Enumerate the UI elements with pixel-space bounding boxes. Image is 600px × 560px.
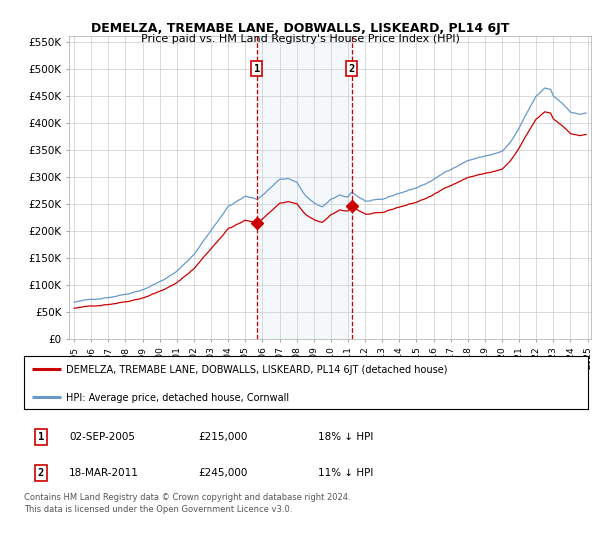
Text: £215,000: £215,000 xyxy=(198,432,247,442)
Text: DEMELZA, TREMABE LANE, DOBWALLS, LISKEARD, PL14 6JT (detached house): DEMELZA, TREMABE LANE, DOBWALLS, LISKEAR… xyxy=(66,365,448,375)
Text: DEMELZA, TREMABE LANE, DOBWALLS, LISKEARD, PL14 6JT: DEMELZA, TREMABE LANE, DOBWALLS, LISKEAR… xyxy=(91,22,509,35)
Text: Price paid vs. HM Land Registry's House Price Index (HPI): Price paid vs. HM Land Registry's House … xyxy=(140,34,460,44)
Text: 2: 2 xyxy=(38,468,44,478)
Text: 1: 1 xyxy=(254,64,260,74)
Text: £245,000: £245,000 xyxy=(198,468,247,478)
Text: 2: 2 xyxy=(349,64,355,74)
Text: 11% ↓ HPI: 11% ↓ HPI xyxy=(318,468,373,478)
Text: HPI: Average price, detached house, Cornwall: HPI: Average price, detached house, Corn… xyxy=(66,393,289,403)
Text: 1: 1 xyxy=(38,432,44,442)
Text: 02-SEP-2005: 02-SEP-2005 xyxy=(69,432,135,442)
Bar xyxy=(257,36,352,339)
Text: 18-MAR-2011: 18-MAR-2011 xyxy=(69,468,139,478)
Text: Contains HM Land Registry data © Crown copyright and database right 2024.
This d: Contains HM Land Registry data © Crown c… xyxy=(24,493,350,514)
Text: 18% ↓ HPI: 18% ↓ HPI xyxy=(318,432,373,442)
